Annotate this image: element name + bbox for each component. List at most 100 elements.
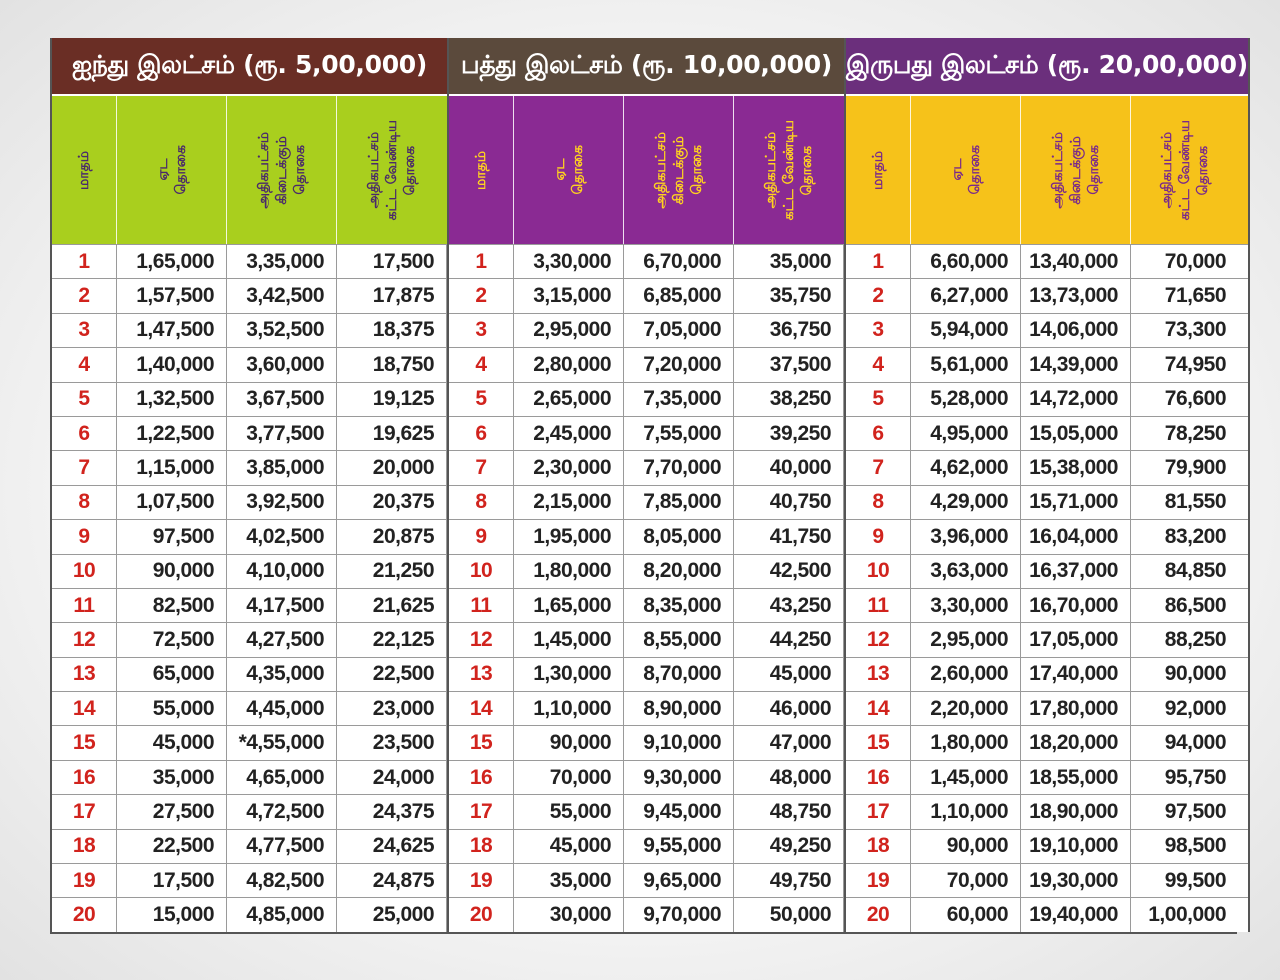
- bid-amount: 6,27,000: [911, 279, 1021, 313]
- max-payable-amount: 95,750: [1164, 765, 1227, 789]
- max-received-amount: 7,85,000: [624, 485, 734, 520]
- max-received-amount: 4,17,500: [227, 588, 337, 623]
- table-row: 17 55,000 9,45,000 48,750: [449, 794, 844, 829]
- max-payable-amount: 43,250: [734, 588, 844, 623]
- month-number: 10: [449, 554, 514, 588]
- column-header-label: ஏட தொகை: [551, 145, 586, 195]
- table-row: 2 1,57,500 3,42,500 17,875: [52, 278, 447, 313]
- month-number: 11: [52, 588, 117, 623]
- max-payable-amount: 38,250: [734, 382, 844, 416]
- table-row: 4 2,80,000 7,20,000 37,500: [449, 347, 844, 382]
- group-five-lakh: ஐந்து இலட்சம் (ரூ. 5,00,000) மாதம் ஏட தொகை…: [50, 38, 447, 932]
- month-number: 16: [449, 760, 514, 795]
- month-number: 8: [52, 485, 117, 520]
- bid-amount: 1,47,500: [117, 313, 227, 348]
- month-number: 9: [52, 520, 117, 554]
- month-number: 2: [52, 279, 117, 313]
- max-received-amount: 9,65,000: [624, 864, 734, 898]
- month-header: மாதம்: [449, 96, 514, 244]
- column-header-label: ஏட தொகை: [948, 145, 983, 195]
- max-payable-amount: 45,000: [734, 657, 844, 692]
- table-row: 10 3,63,000 16,37,000 84,850: [846, 553, 1248, 588]
- max-received-amount: 9,45,000: [624, 795, 734, 829]
- bid-amount: 2,60,000: [911, 657, 1021, 692]
- max-received-amount: 9,30,000: [624, 760, 734, 795]
- table-row: 14 55,000 4,45,000 23,000: [52, 691, 447, 726]
- bid-amount: 1,45,000: [911, 760, 1021, 795]
- max-payable-amount: 20,375: [337, 485, 447, 520]
- month-number: 10: [52, 554, 117, 588]
- max-received-amount: 16,04,000: [1021, 520, 1131, 554]
- bid-amount: 30,000: [514, 898, 624, 932]
- max-payable-amount: 46,000: [734, 692, 844, 726]
- max-received-amount: *4,55,000: [227, 726, 337, 760]
- bid-amount: 1,80,000: [911, 726, 1021, 760]
- max-received-header: அதிகபட்சம் கிடைக்கும் தொகை: [227, 96, 337, 244]
- max-payable-header: அதிகபட்சம் கட்ட வேண்டிய தொகை: [337, 96, 447, 244]
- month-number: 5: [52, 382, 117, 416]
- column-header-label: அதிகபட்சம் கட்ட வேண்டிய தொகை: [763, 119, 815, 221]
- table-row: 14 2,20,000 17,80,000 92,000: [846, 691, 1248, 726]
- month-number: 5: [449, 382, 514, 416]
- month-number: 4: [52, 348, 117, 382]
- bid-amount: 17,500: [117, 864, 227, 898]
- table-row: 20 30,000 9,70,000 50,000: [449, 897, 844, 932]
- max-received-amount: 4,72,500: [227, 795, 337, 829]
- table-row: 8 4,29,000 15,71,000 81,550: [846, 484, 1248, 520]
- month-number: 17: [846, 795, 911, 829]
- bid-amount: 2,95,000: [514, 313, 624, 348]
- max-payable-amount: 21,250: [337, 554, 447, 588]
- max-received-amount: 19,40,000: [1021, 898, 1131, 932]
- month-number: 3: [52, 313, 117, 348]
- month-number: 17: [449, 795, 514, 829]
- bid-amount: 60,000: [911, 898, 1021, 932]
- max-payable-amount: 98,500: [1164, 834, 1227, 858]
- table-row: 10 90,000 4,10,000 21,250: [52, 553, 447, 588]
- month-number: 1: [449, 245, 514, 279]
- month-number: 15: [449, 726, 514, 760]
- table-row: 4 1,40,000 3,60,000 18,750: [52, 347, 447, 382]
- max-payable-amount: 78,250: [1164, 421, 1227, 445]
- max-payable-amount: 17,875: [337, 279, 447, 313]
- max-received-amount: 3,52,500: [227, 313, 337, 348]
- table-row: 16 35,000 4,65,000 24,000: [52, 759, 447, 795]
- max-received-amount: 4,35,000: [227, 657, 337, 692]
- max-payable-amount: 88,250: [1164, 627, 1227, 651]
- max-received-amount: 18,90,000: [1021, 795, 1131, 829]
- max-received-amount: 7,35,000: [624, 382, 734, 416]
- month-number: 12: [52, 623, 117, 657]
- column-header-label: அதிகபட்சம் கிடைக்கும் தொகை: [255, 131, 308, 209]
- max-received-amount: 14,72,000: [1021, 382, 1131, 416]
- table-row: 12 2,95,000 17,05,000 88,250: [846, 622, 1248, 657]
- max-payable-header: அதிகபட்சம் கட்ட வேண்டிய தொகை: [1131, 96, 1238, 244]
- month-number: 6: [449, 416, 514, 451]
- table-row: 12 1,45,000 8,55,000 44,250: [449, 622, 844, 657]
- max-payable-amount: 36,750: [734, 313, 844, 348]
- max-payable-amount: 99,500: [1164, 868, 1227, 892]
- month-number: 6: [846, 416, 911, 451]
- column-header-label: அதிகபட்சம் கிடைக்கும் தொகை: [652, 131, 705, 209]
- bid-amount: 72,500: [117, 623, 227, 657]
- bid-amount: 5,61,000: [911, 348, 1021, 382]
- max-received-amount: 7,55,000: [624, 416, 734, 451]
- max-received-amount: 3,42,500: [227, 279, 337, 313]
- max-payable-amount: 23,000: [337, 692, 447, 726]
- max-received-amount: 3,35,000: [227, 245, 337, 279]
- column-header-row: மாதம் ஏட தொகை அதிகபட்சம் கிடைக்கும் தொகை அத…: [449, 94, 844, 244]
- table-row: 8 2,15,000 7,85,000 40,750: [449, 484, 844, 520]
- max-payable-amount: 24,375: [337, 795, 447, 829]
- max-payable-amount: 94,000: [1164, 731, 1227, 755]
- table-row: 3 5,94,000 14,06,000 73,300: [846, 312, 1248, 348]
- table-row: 17 1,10,000 18,90,000 97,500: [846, 794, 1248, 829]
- max-payable-amount: 44,250: [734, 623, 844, 657]
- max-payable-amount: 76,600: [1164, 387, 1227, 411]
- bid-amount: 1,07,500: [117, 485, 227, 520]
- table-row: 4 5,61,000 14,39,000 74,950: [846, 347, 1248, 382]
- bid-amount-header: ஏட தொகை: [117, 96, 227, 244]
- table-row: 3 2,95,000 7,05,000 36,750: [449, 312, 844, 348]
- max-received-amount: 17,05,000: [1021, 623, 1131, 657]
- max-payable-amount: 74,950: [1164, 352, 1227, 376]
- column-header-row: மாதம் ஏட தொகை அதிகபட்சம் கிடைக்கும் தொகை அத…: [846, 94, 1248, 244]
- max-received-amount: 3,85,000: [227, 451, 337, 485]
- max-received-amount: 15,71,000: [1021, 485, 1131, 520]
